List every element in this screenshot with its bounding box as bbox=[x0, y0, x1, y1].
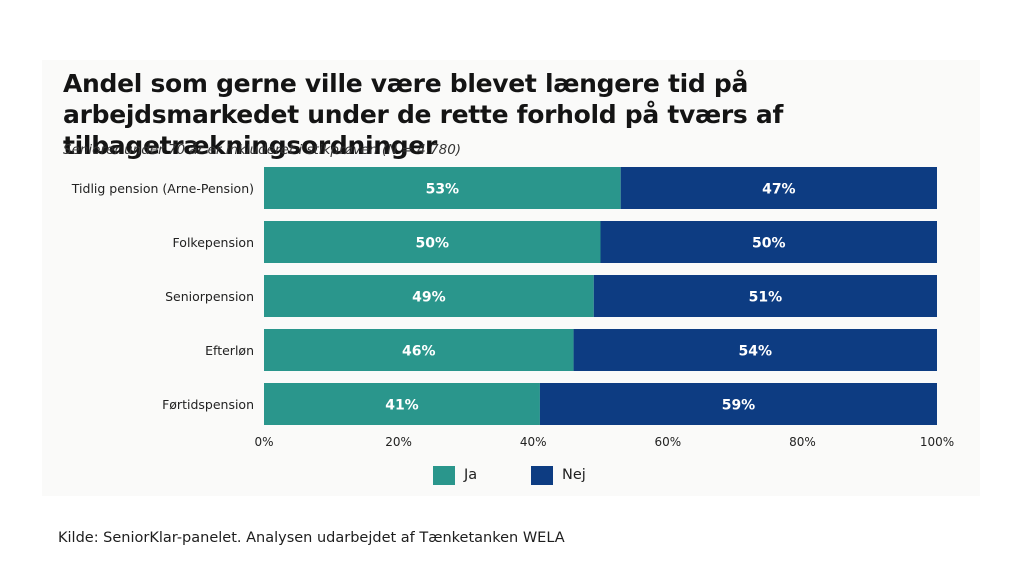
data-label: 53% bbox=[426, 182, 460, 198]
bar-segment-ja bbox=[264, 329, 574, 371]
bar-segment-ja bbox=[264, 167, 621, 209]
data-label: 50% bbox=[752, 236, 786, 252]
bar-segment-nej bbox=[573, 329, 937, 371]
bar-segment-ja bbox=[264, 275, 594, 317]
bar-segment-nej bbox=[600, 221, 937, 263]
bar-segment-nej bbox=[593, 275, 937, 317]
data-label: 59% bbox=[722, 398, 756, 414]
data-label: 47% bbox=[762, 182, 796, 198]
category-label: Folkepension bbox=[173, 235, 254, 250]
data-label: 50% bbox=[415, 236, 449, 252]
data-label: 46% bbox=[402, 344, 436, 360]
bar-segment-nej bbox=[620, 167, 937, 209]
bar-segment-nej bbox=[539, 383, 937, 425]
category-label: Førtidspension bbox=[162, 397, 254, 412]
legend-label-nej: Nej bbox=[562, 467, 586, 483]
legend-swatch-ja bbox=[433, 465, 455, 485]
x-tick-label: 80% bbox=[789, 435, 816, 449]
data-label: 54% bbox=[739, 344, 773, 360]
legend-label-ja: Ja bbox=[464, 467, 478, 483]
legend-item-ja: Ja bbox=[433, 463, 477, 487]
category-label: Seniorpension bbox=[165, 289, 254, 304]
chart-title: Andel som gerne ville være blevet længer… bbox=[63, 69, 784, 160]
bars-group: 53% 47% 50% 50% 49% 51% 46% 54% 41% 59% bbox=[264, 167, 937, 425]
source-note: Kilde: SeniorKlar-panelet. Analysen udar… bbox=[58, 530, 565, 546]
x-tick-label: 0% bbox=[254, 435, 273, 449]
x-tick-label: 20% bbox=[385, 435, 412, 449]
x-axis-ticks: 0% 20% 40% 60% 80% 100% bbox=[254, 435, 954, 449]
data-label: 49% bbox=[412, 290, 446, 306]
x-tick-label: 60% bbox=[654, 435, 681, 449]
category-label: Efterløn bbox=[205, 343, 254, 358]
data-label: 51% bbox=[749, 290, 783, 306]
category-labels: Tidlig pension (Arne-Pension) Folkepensio… bbox=[71, 181, 254, 412]
bar-segment-ja bbox=[264, 383, 540, 425]
category-label: Tidlig pension (Arne-Pension) bbox=[71, 181, 254, 196]
legend: Ja Nej bbox=[0, 463, 1024, 487]
bar-segment-ja bbox=[264, 221, 601, 263]
chart-subtitle: Seniorer under 70 år er inkluderet i sti… bbox=[63, 142, 462, 158]
legend-item-nej: Nej bbox=[531, 463, 586, 487]
legend-swatch-nej bbox=[531, 465, 553, 485]
x-tick-label: 100% bbox=[920, 435, 954, 449]
x-tick-label: 40% bbox=[520, 435, 547, 449]
data-label: 41% bbox=[385, 398, 419, 414]
